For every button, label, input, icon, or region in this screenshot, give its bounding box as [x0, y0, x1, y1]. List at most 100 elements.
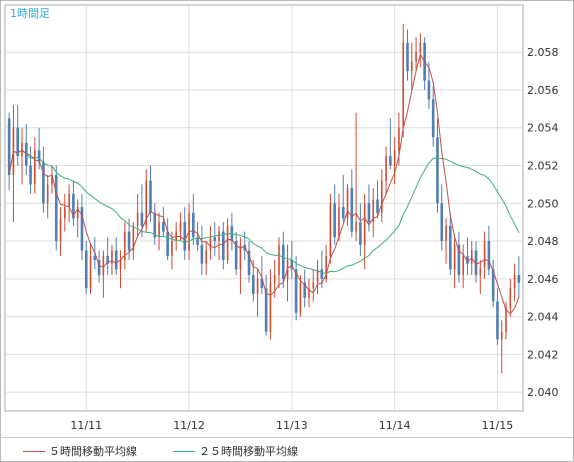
- candle-body: [149, 180, 152, 213]
- candle-body: [303, 282, 306, 298]
- y-tick-label: 2.046: [527, 273, 559, 286]
- candle-body: [402, 42, 405, 128]
- candle-body: [470, 250, 473, 264]
- candle-body: [427, 80, 431, 100]
- candle-body: [453, 244, 456, 270]
- candle-body: [158, 222, 160, 238]
- candle-body: [500, 331, 503, 340]
- candle-body: [251, 275, 255, 294]
- candle-body: [346, 188, 349, 219]
- candle-body: [213, 237, 217, 242]
- candle-body: [153, 212, 157, 238]
- candle-body: [462, 256, 464, 276]
- candle-body: [372, 199, 375, 223]
- candle-body: [474, 250, 478, 276]
- chart-title: 1時間足: [10, 7, 50, 20]
- candle-body: [89, 256, 92, 289]
- candle-body: [51, 174, 53, 185]
- candle-body: [162, 222, 165, 232]
- candle-body: [487, 241, 491, 270]
- candle-body: [325, 256, 327, 279]
- candle-body: [196, 237, 199, 245]
- candle-body: [239, 244, 242, 270]
- candle-body: [29, 165, 32, 185]
- y-tick-label: 2.056: [527, 84, 559, 97]
- candle-body: [269, 282, 272, 332]
- candle-body: [200, 244, 204, 264]
- candle-body: [338, 207, 340, 238]
- candle-body: [517, 275, 521, 283]
- candle-body: [491, 269, 495, 302]
- candle-body: [316, 269, 319, 283]
- candle-body: [243, 244, 247, 251]
- candle-body: [264, 288, 268, 332]
- candle-body: [513, 275, 516, 289]
- candle-body: [46, 184, 49, 204]
- candle-body: [389, 156, 392, 166]
- candle-body: [363, 203, 366, 245]
- candle-body: [54, 174, 58, 242]
- candle-body: [234, 241, 238, 270]
- candle-body: [68, 193, 70, 208]
- ma25-swatch: [173, 450, 195, 452]
- legend-label-ma5: ５時間移動平均線: [49, 445, 137, 458]
- candle-body: [102, 256, 105, 276]
- candle-body: [436, 137, 439, 204]
- candle-body: [385, 156, 387, 181]
- candle-body: [505, 307, 507, 332]
- candle-body: [415, 52, 417, 62]
- candle-body: [483, 241, 486, 268]
- x-tick-label: 11/15: [482, 419, 514, 432]
- candle-body: [7, 118, 11, 175]
- candle-body: [222, 231, 225, 260]
- candle-body: [350, 188, 354, 232]
- candle-body: [457, 244, 461, 276]
- y-tick-label: 2.042: [527, 348, 559, 361]
- ma5-line: [8, 52, 520, 315]
- ma5-swatch: [23, 450, 45, 452]
- candle-body: [260, 278, 264, 289]
- candle-body: [192, 212, 195, 238]
- candle-body: [355, 222, 357, 232]
- legend-item-ma25: ２５時間移動平均線: [173, 443, 298, 459]
- candle-body: [440, 203, 444, 242]
- candle-body: [136, 212, 139, 226]
- candle-body: [281, 244, 285, 279]
- legend: ５時間移動平均線 ２５時間移動平均線: [1, 437, 573, 462]
- candle-body: [209, 237, 212, 251]
- candle-body: [84, 250, 88, 289]
- candle-body: [398, 127, 400, 151]
- candle-body: [97, 259, 101, 276]
- x-tick-label: 11/12: [173, 419, 205, 432]
- y-tick-label: 2.050: [527, 197, 559, 210]
- candle-body: [21, 142, 23, 157]
- candle-body: [278, 244, 280, 276]
- candle-body: [16, 127, 20, 157]
- candle-body: [320, 269, 324, 279]
- candle-body: [34, 150, 36, 185]
- candle-body: [111, 250, 113, 264]
- candle-body: [145, 180, 148, 226]
- candle-body: [171, 241, 173, 257]
- candle-body: [290, 259, 294, 270]
- y-tick-label: 2.054: [527, 122, 559, 135]
- x-tick-label: 11/14: [379, 419, 411, 432]
- candle-body: [419, 42, 422, 53]
- candle-body: [367, 203, 371, 223]
- candle-body: [479, 267, 482, 276]
- x-tick-label: 11/13: [276, 419, 308, 432]
- candle-body: [226, 225, 229, 260]
- candle-body: [123, 231, 126, 260]
- candle-body: [127, 231, 131, 251]
- candle-body: [247, 250, 251, 276]
- candle-body: [466, 256, 469, 264]
- candle-body: [166, 231, 169, 257]
- candle-body: [410, 61, 413, 72]
- candle-body: [380, 180, 383, 213]
- candle-body: [406, 42, 409, 72]
- candle-body: [496, 301, 499, 340]
- candle-body: [393, 150, 396, 166]
- candle-body: [431, 99, 435, 138]
- y-tick-label: 2.052: [527, 160, 559, 173]
